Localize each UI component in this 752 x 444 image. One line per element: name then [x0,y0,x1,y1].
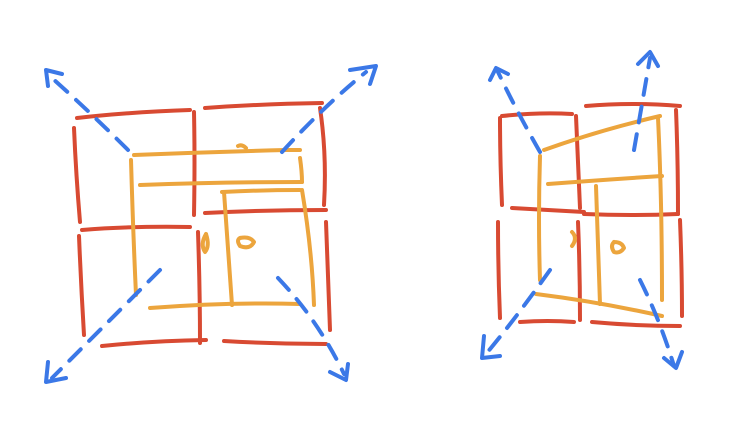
right-arrow-shaft-top-right [632,56,652,152]
left-grid-edge-top-left [75,108,192,120]
right-grid-divider-h-right [582,212,680,217]
right-panel-handle-right [610,240,626,255]
left-arrow-shaft-bottom-right [276,276,346,376]
right-grid-divider-h-left [510,206,586,214]
right-arrow-shaft-bottom-right [638,278,676,368]
left-panel-handle-left [200,232,210,254]
right-panel-handle-left [570,230,577,248]
left-grid-edge-left-top [72,126,82,224]
right-grid-edge-left-top [498,116,504,207]
right-grid-edge-right-bottom [678,218,684,318]
left-grid-edge-bottom-right [222,339,328,346]
left-panel-left-edge [129,158,138,297]
right-expansion-arrows [480,50,684,370]
left-panel-top-tick [236,143,248,150]
left-grid-edge-bottom-left [100,338,208,348]
left-sketch [44,64,378,384]
right-grid-edge-bottom-right [590,320,682,328]
left-orange-panel [129,143,316,310]
right-grid-edge-left-bottom [496,220,502,320]
left-arrow-head-bottom-right [328,362,350,382]
right-grid-edge-top-right [584,102,682,108]
left-panel-split-line [222,190,234,307]
right-arrow-shaft-top-left [496,70,542,154]
left-grid-edge-top-right [203,101,324,110]
right-red-grid [496,102,684,328]
right-panel-bottom-edge [534,292,664,318]
left-panel-right-edge [300,188,316,307]
left-panel-header-line [138,180,304,187]
left-arrow-head-top-right [348,64,378,86]
left-panel-handle-right [236,235,256,250]
right-panel-top-edge [542,114,662,152]
left-expansion-arrows [44,64,378,384]
left-grid-edge-right-top [318,106,327,207]
left-arrow-shaft-top-right [280,70,368,154]
left-arrow-head-bottom-left [44,360,68,384]
right-grid-edge-bottom-left [518,319,576,324]
right-arrow-head-bottom-right [662,350,684,370]
left-grid-divider-h-left [80,224,192,232]
left-arrow-head-top-left [44,68,64,88]
right-orange-panel [534,114,664,318]
right-grid-edge-top-left [500,111,574,118]
right-arrow-head-bottom-left [480,334,502,360]
left-arrow-shaft-bottom-left [50,268,162,380]
left-grid-divider-v-bottom [196,230,202,345]
left-grid-divider-h-right [203,208,328,215]
left-grid-divider-v-top [192,110,197,217]
right-panel-split-line [594,184,602,306]
left-grid-edge-left-bottom [77,234,86,337]
left-panel-split-top [220,188,302,194]
right-grid-divider-v-bottom [576,220,582,322]
right-panel-right-edge [656,116,664,302]
left-arrow-shaft-top-left [50,76,130,152]
right-grid-edge-right-top [674,108,680,216]
right-panel-left-edge [537,154,542,282]
left-panel-top-edge [132,148,302,157]
left-grid-edge-right-bottom [324,220,332,332]
right-arrow-head-top-left [488,66,510,82]
right-grid-divider-v-top [574,114,582,210]
left-panel-bottom-edge [148,301,302,310]
right-arrow-head-top-right [636,50,660,68]
left-panel-header-right [298,156,304,184]
right-sketch [480,50,684,370]
right-arrow-shaft-bottom-left [484,268,552,356]
right-panel-header-line [546,174,664,186]
